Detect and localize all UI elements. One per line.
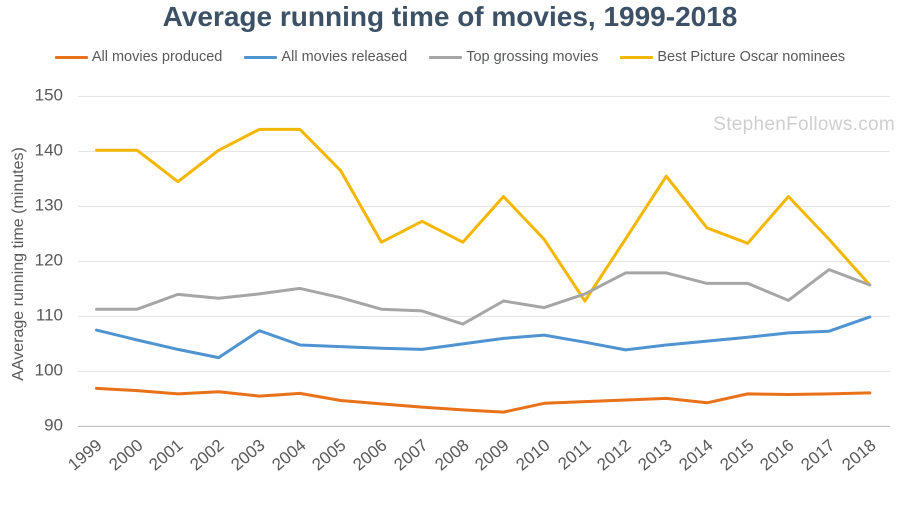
- svg-text:2004: 2004: [268, 436, 309, 475]
- svg-text:2016: 2016: [756, 436, 797, 475]
- svg-text:2002: 2002: [186, 436, 227, 475]
- svg-text:2003: 2003: [227, 436, 268, 475]
- svg-text:2012: 2012: [593, 436, 634, 475]
- svg-text:2013: 2013: [634, 436, 675, 475]
- svg-text:2001: 2001: [145, 436, 186, 475]
- svg-text:2007: 2007: [390, 436, 431, 475]
- svg-text:1999: 1999: [64, 436, 105, 475]
- svg-text:130: 130: [35, 196, 63, 215]
- svg-text:2006: 2006: [349, 436, 390, 475]
- svg-text:2018: 2018: [838, 436, 879, 475]
- svg-text:2000: 2000: [105, 436, 146, 475]
- svg-text:2015: 2015: [716, 436, 757, 475]
- svg-text:StephenFollows.com: StephenFollows.com: [713, 114, 895, 135]
- svg-text:140: 140: [35, 141, 63, 160]
- svg-text:2017: 2017: [797, 436, 838, 475]
- svg-text:2014: 2014: [675, 436, 716, 475]
- svg-text:90: 90: [44, 416, 63, 435]
- svg-text:100: 100: [35, 361, 63, 380]
- svg-text:2009: 2009: [471, 436, 512, 475]
- svg-text:120: 120: [35, 251, 63, 270]
- svg-text:2008: 2008: [431, 436, 472, 475]
- svg-text:150: 150: [35, 86, 63, 105]
- svg-text:110: 110: [36, 306, 63, 325]
- svg-text:2005: 2005: [308, 436, 349, 475]
- svg-text:2011: 2011: [554, 436, 594, 474]
- svg-text:2010: 2010: [512, 436, 553, 475]
